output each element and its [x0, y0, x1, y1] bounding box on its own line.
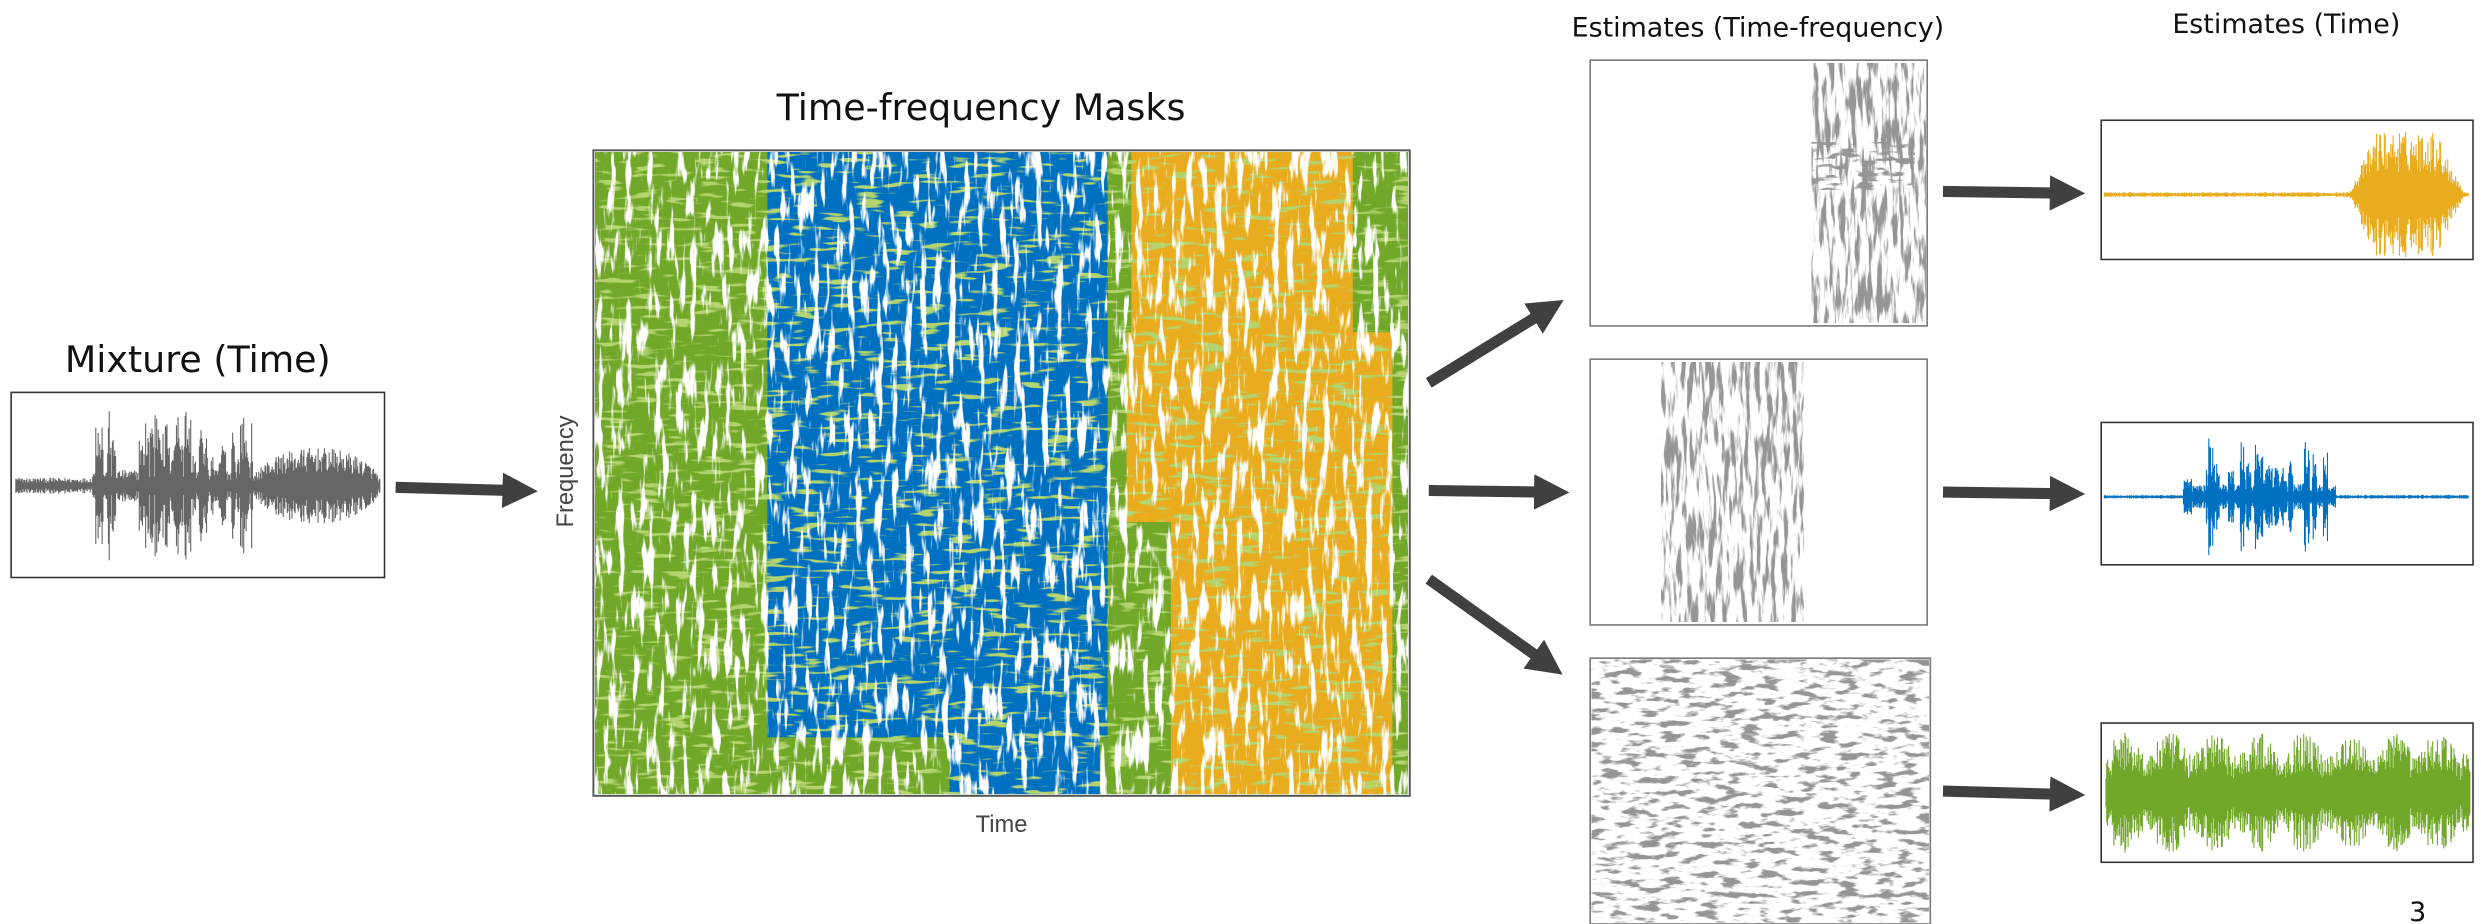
estimates-time-title: Estimates (Time) [2172, 9, 2400, 40]
arrow [1942, 175, 2086, 211]
arrow [395, 472, 538, 508]
mask-image [594, 151, 1409, 795]
x-axis-label: Time [976, 812, 1028, 838]
arrow [1425, 574, 1563, 675]
waveform-green [2105, 732, 2471, 853]
y-axis-label: Frequency [553, 415, 579, 527]
tf-estimate-texture [1811, 142, 1915, 190]
tf-estimate-texture [1591, 659, 1929, 923]
mixture-waveform [15, 411, 381, 561]
estimates-tf-title: Estimates (Time-frequency) [1572, 12, 1944, 43]
mask-frame [592, 149, 1411, 797]
tf-estimate-texture [1661, 362, 1804, 622]
waveform-blue [2103, 438, 2469, 556]
mixture-title: Mixture (Time) [65, 338, 331, 381]
arrow [1942, 776, 2086, 812]
waveform-orange [2103, 131, 2469, 258]
page-number: 3 [2409, 897, 2426, 924]
arrow [1942, 475, 2086, 512]
arrow [1425, 300, 1564, 388]
masks-title: Time-frequency Masks [776, 86, 1186, 129]
arrow [1428, 474, 1570, 510]
mask-white-speckle [594, 151, 1409, 795]
tf-estimate-texture [1811, 63, 1926, 323]
